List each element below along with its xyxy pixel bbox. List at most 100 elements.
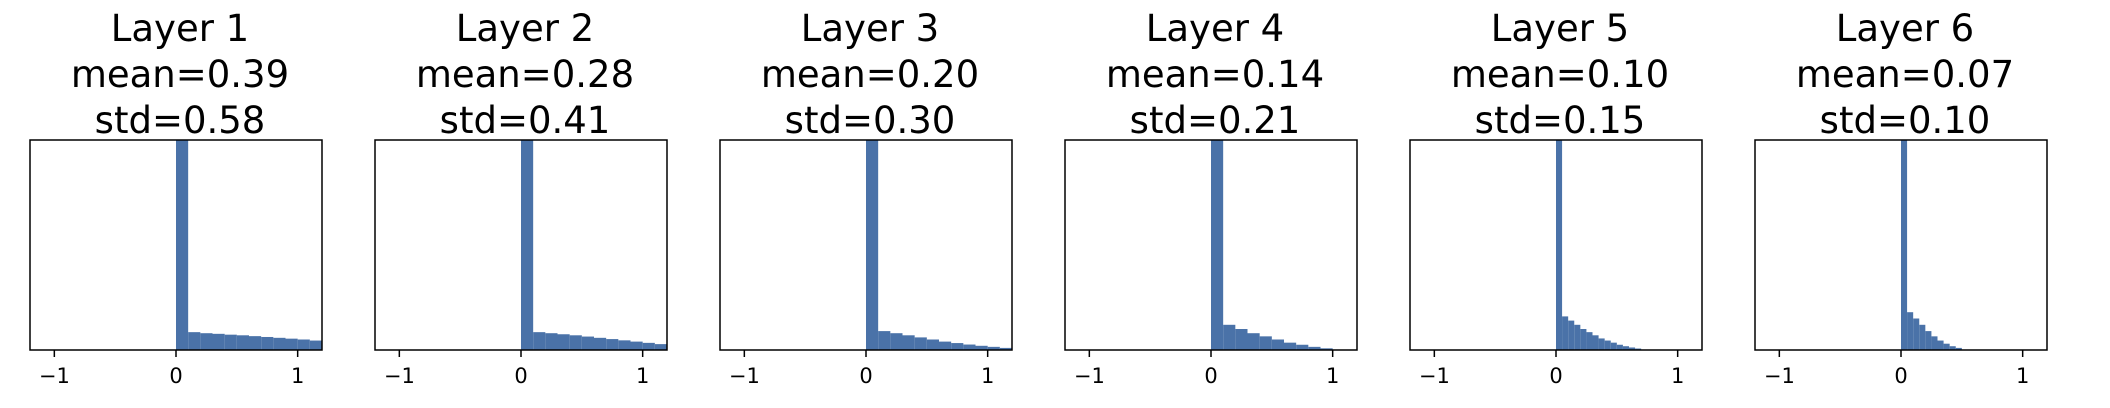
x-tick-label: 0 <box>169 364 182 388</box>
x-tick-label: 0 <box>1549 364 1562 388</box>
histogram-panel: Layer 4 mean=0.14 std=0.21 −1 0 1 <box>1064 0 1365 408</box>
histogram-bar <box>285 338 298 350</box>
std-label: std=0.41 <box>439 99 611 142</box>
histogram-bar <box>1556 140 1563 350</box>
std-label: std=0.58 <box>94 99 266 142</box>
x-tick-label: 1 <box>636 364 649 388</box>
histogram-bar <box>236 335 249 350</box>
histogram-bar <box>1235 329 1248 350</box>
histogram-bar <box>951 343 964 350</box>
histogram-bar <box>594 337 607 350</box>
histogram-bar <box>1598 338 1605 350</box>
x-tick-label: −1 <box>384 364 415 388</box>
histogram-bar <box>1913 318 1920 350</box>
std-label: std=0.21 <box>1129 99 1301 142</box>
histogram-bar <box>1622 346 1629 350</box>
histogram-panel: Layer 6 mean=0.07 std=0.10 −1 0 1 <box>1754 0 2055 408</box>
histogram-bar <box>618 340 631 350</box>
x-tick-label: 1 <box>1671 364 1684 388</box>
mean-label: mean=0.20 <box>760 53 980 96</box>
histogram-plot: −1 0 1 <box>374 139 668 388</box>
histogram-bar <box>1259 336 1272 350</box>
histogram-bar <box>939 341 952 350</box>
std-label: std=0.15 <box>1474 99 1646 142</box>
histogram-bar <box>273 337 286 350</box>
histogram-bar <box>1949 346 1956 350</box>
mean-label: mean=0.10 <box>1450 53 1670 96</box>
histogram-bar <box>1284 342 1297 350</box>
histogram-bar <box>1943 343 1950 350</box>
histogram-bar <box>297 339 310 350</box>
mean-label: mean=0.14 <box>1105 53 1325 96</box>
histogram-bar <box>975 345 988 350</box>
histogram-bar <box>999 347 1012 350</box>
histogram-bar <box>200 333 213 350</box>
histogram-bar <box>1919 324 1926 350</box>
panel-title: Layer 3 mean=0.20 std=0.30 <box>720 6 1020 144</box>
histogram-bar <box>1586 332 1593 350</box>
x-tick-label: 1 <box>2016 364 2029 388</box>
histogram-bar <box>642 342 655 350</box>
histogram-bar <box>1271 339 1284 350</box>
histogram-bar <box>1568 320 1575 350</box>
histogram-bar <box>902 335 915 350</box>
x-tick-label: −1 <box>1764 364 1795 388</box>
layer-title: Layer 4 <box>1145 7 1285 50</box>
histogram-bar <box>890 333 903 350</box>
mean-label: mean=0.39 <box>70 53 290 96</box>
x-tick-label: 1 <box>981 364 994 388</box>
std-label: std=0.30 <box>784 99 956 142</box>
histogram-bar <box>1604 340 1611 350</box>
histogram-bar <box>1925 331 1932 350</box>
x-tick-label: 0 <box>1894 364 1907 388</box>
x-tick-label: −1 <box>39 364 70 388</box>
layer-title: Layer 2 <box>455 7 595 50</box>
histogram-bar <box>569 335 582 350</box>
histogram-bar <box>866 140 879 350</box>
histogram-panel: Layer 3 mean=0.20 std=0.30 −1 0 1 <box>719 0 1020 408</box>
histogram-bar <box>1616 344 1623 350</box>
histogram-bar <box>545 333 558 350</box>
x-tick-label: −1 <box>1419 364 1450 388</box>
histogram-bar <box>1955 347 1962 350</box>
histogram-bar <box>926 339 939 350</box>
layer-title: Layer 5 <box>1490 7 1630 50</box>
histogram-bar <box>1247 333 1260 350</box>
histogram-bar <box>1592 335 1599 350</box>
histogram-panel: Layer 1 mean=0.39 std=0.58 −1 0 1 <box>29 0 330 408</box>
histogram-panel: Layer 5 mean=0.10 std=0.15 −1 0 1 <box>1409 0 1710 408</box>
histogram-bar <box>176 140 189 350</box>
panel-title: Layer 6 mean=0.07 std=0.10 <box>1755 6 2055 144</box>
histogram-bar <box>1629 347 1636 350</box>
layer-title: Layer 6 <box>1835 7 1975 50</box>
histogram-bar <box>224 334 237 350</box>
histogram-bar <box>630 341 643 350</box>
histogram-bar <box>987 346 1000 350</box>
histogram-bar <box>606 339 619 350</box>
histogram-bar <box>914 337 927 350</box>
histogram-bar <box>521 140 534 350</box>
x-tick-label: 0 <box>859 364 872 388</box>
histogram-bar <box>1580 329 1587 350</box>
histogram-bar <box>1320 348 1333 350</box>
mean-label: mean=0.28 <box>415 53 635 96</box>
histogram-bar <box>1223 324 1236 350</box>
histogram-bar <box>1562 316 1569 350</box>
panel-title: Layer 4 mean=0.14 std=0.21 <box>1065 6 1365 144</box>
histogram-bar <box>1296 344 1309 350</box>
histogram-bar <box>1931 336 1938 350</box>
mean-label: mean=0.07 <box>1795 53 2015 96</box>
histogram-bar <box>1901 140 1908 350</box>
layer-title: Layer 3 <box>800 7 940 50</box>
histogram-bar <box>581 336 594 350</box>
histogram-bar <box>557 334 570 350</box>
x-tick-label: 0 <box>514 364 527 388</box>
histogram-bar <box>261 336 274 350</box>
std-label: std=0.10 <box>1819 99 1991 142</box>
histogram-bar <box>1211 140 1224 350</box>
x-tick-label: 1 <box>1326 364 1339 388</box>
panel-title: Layer 2 mean=0.28 std=0.41 <box>375 6 675 144</box>
histogram-bar <box>249 336 262 350</box>
histogram-plot: −1 0 1 <box>1754 139 2048 388</box>
x-tick-label: 0 <box>1204 364 1217 388</box>
